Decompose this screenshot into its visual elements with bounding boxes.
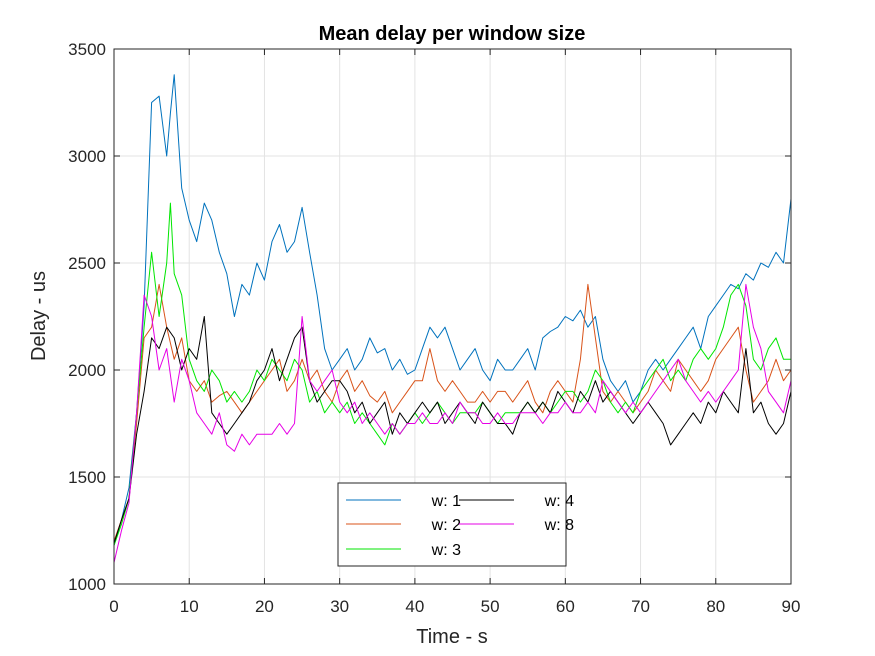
legend: w: 1 w: 2 w: 3 w: 4 w: 8 [337,482,574,567]
x-tick-label: 80 [706,597,725,616]
x-tick-label: 40 [405,597,424,616]
y-tick-label: 3000 [68,147,106,166]
x-tick-label: 50 [481,597,500,616]
x-tick-label: 30 [330,597,349,616]
y-axis-label: Delay - us [28,271,50,361]
series-line-1 [113,74,792,546]
x-tick-label: 60 [556,597,575,616]
series-layer [113,74,792,563]
y-tick-label: 2500 [68,254,106,273]
chart-title: Mean delay per window size [319,23,586,45]
legend-label: w: 4 [544,493,574,510]
x-tick-label: 20 [255,597,274,616]
y-tick-label: 1500 [68,468,106,487]
y-tick-label: 3500 [68,40,106,59]
y-tick-label: 2000 [68,361,106,380]
legend-label: w: 3 [431,542,461,559]
series-line-5 [113,283,792,563]
axes-box [113,48,792,585]
x-tick-label: 10 [180,597,199,616]
y-tick-labels: 1000 1500 2000 2500 3000 3500 [68,40,106,594]
legend-label: w: 2 [431,517,461,534]
legend-label: w: 1 [431,493,461,510]
x-tick-label: 70 [631,597,650,616]
x-tick-label: 0 [109,597,118,616]
series-line-4 [113,316,792,544]
x-tick-labels: 0 10 20 30 40 50 60 70 80 90 [109,597,800,616]
tick-marks [113,48,792,585]
x-tick-label: 90 [782,597,801,616]
y-tick-label: 1000 [68,575,106,594]
legend-label: w: 8 [544,517,574,534]
x-axis-label: Time - s [416,626,487,648]
